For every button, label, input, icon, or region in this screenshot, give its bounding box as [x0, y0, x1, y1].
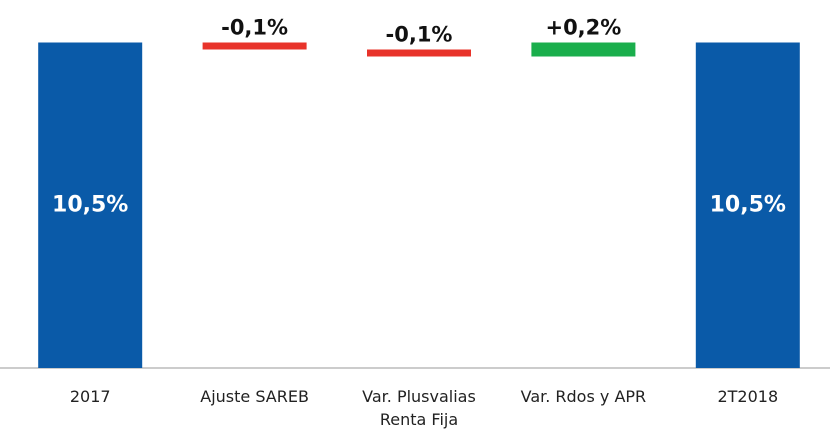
bar: [531, 42, 636, 57]
x-tick-label: Ajuste SAREB: [200, 387, 309, 406]
value-label: -0,1%: [221, 16, 288, 40]
value-label: 10,5%: [52, 192, 128, 217]
value-label: 10,5%: [710, 192, 786, 217]
value-label: -0,1%: [386, 23, 453, 47]
x-tick-label: 2T2018: [717, 387, 779, 406]
value-label: +0,2%: [545, 16, 621, 40]
bar: [202, 42, 307, 50]
bar: [695, 42, 800, 368]
x-tick-label: Var. Plusvalias Renta Fija: [362, 387, 476, 429]
x-tick-label: 2017: [69, 387, 111, 406]
bar: [367, 49, 471, 57]
bar: [38, 42, 143, 368]
x-tick-label: Var. Rdos y APR: [520, 387, 647, 406]
